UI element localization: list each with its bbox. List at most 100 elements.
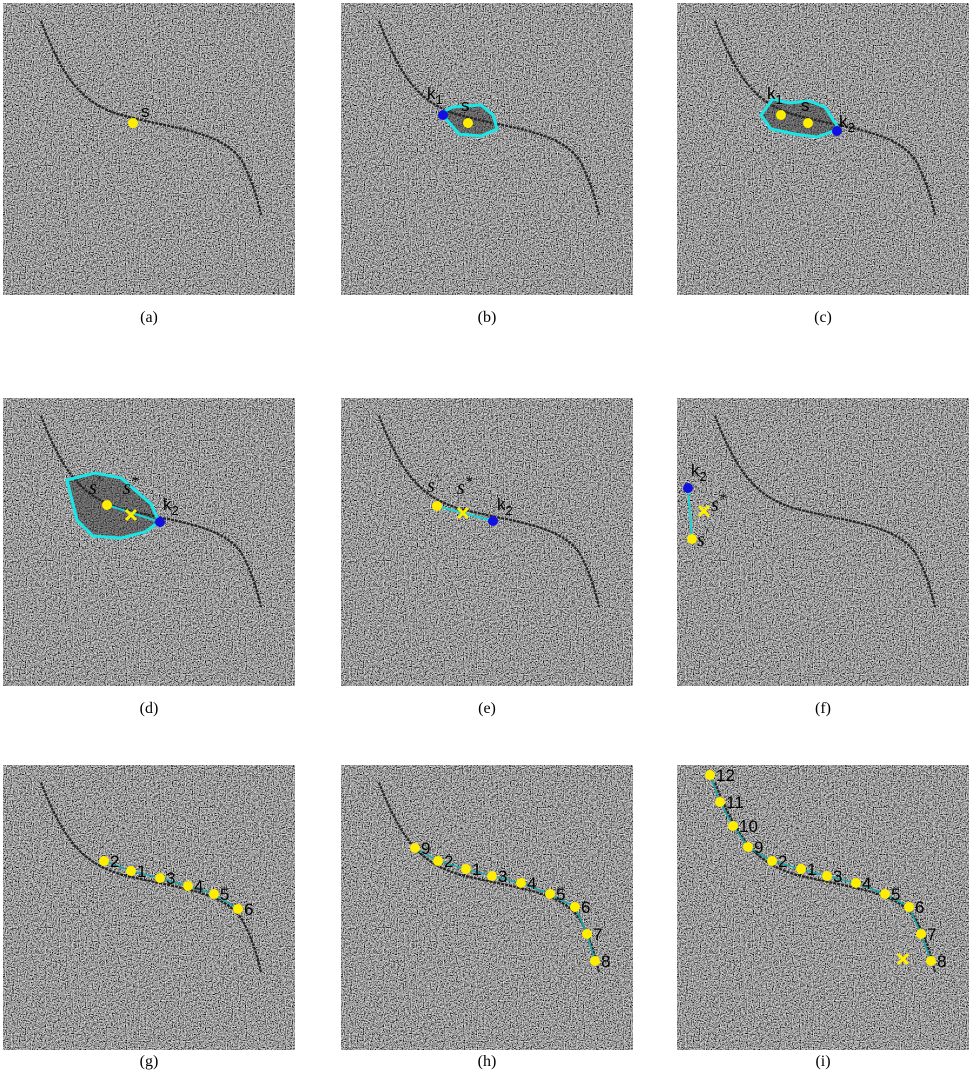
- label-text: 3: [166, 869, 175, 888]
- point-label: 3: [498, 867, 507, 886]
- noise-image: [3, 3, 295, 295]
- label-text: 9: [754, 838, 763, 857]
- panel: s's*k2: [341, 398, 633, 686]
- point-label: 2: [444, 852, 453, 871]
- label-text: s: [711, 494, 719, 516]
- label-sub: 2: [848, 120, 855, 135]
- point: [516, 878, 526, 888]
- noise-image: [341, 3, 633, 295]
- point: [487, 871, 497, 881]
- point: [155, 517, 165, 527]
- label-text: 1: [807, 860, 816, 879]
- point-label: 6: [581, 898, 590, 917]
- label-text: s: [427, 475, 435, 497]
- point: [432, 501, 442, 511]
- point-label: 9: [421, 839, 430, 858]
- point-label: 3: [166, 869, 175, 888]
- caption: (i): [815, 1053, 830, 1070]
- point-label: s: [461, 96, 470, 115]
- label-text: 6: [244, 900, 253, 919]
- point: [410, 843, 420, 853]
- label-text: 10: [739, 817, 758, 836]
- caption: (c): [814, 309, 832, 326]
- point: [99, 856, 109, 866]
- label-text: 6: [581, 898, 590, 917]
- point: [463, 118, 473, 128]
- panel: k2s*s': [677, 398, 969, 686]
- caption: (f): [815, 700, 831, 717]
- label-text: 2: [110, 852, 119, 871]
- point: [570, 902, 580, 912]
- point-label: 1: [472, 860, 481, 879]
- point-label: 7: [927, 925, 936, 944]
- point: [545, 889, 555, 899]
- label-text: s: [141, 102, 150, 121]
- label-text: s: [89, 477, 97, 499]
- point: [183, 881, 193, 891]
- point: [582, 929, 592, 939]
- caption: (e): [478, 700, 496, 717]
- label-sub: 1: [436, 92, 443, 107]
- point: [916, 929, 926, 939]
- point: [590, 956, 600, 966]
- point: [796, 864, 806, 874]
- label-text: 8: [601, 952, 610, 971]
- label-text: 5: [556, 885, 565, 904]
- point: [438, 110, 448, 120]
- label-text: 5: [891, 885, 900, 904]
- point: [767, 856, 777, 866]
- point-label: s: [801, 96, 810, 115]
- point-label: 6: [915, 898, 924, 917]
- label-text: 1: [472, 860, 481, 879]
- point: [776, 110, 786, 120]
- label-text: 2: [444, 852, 453, 871]
- point-label: s: [141, 102, 150, 121]
- point: [488, 516, 498, 526]
- point-label: 8: [601, 952, 610, 971]
- point-label: 11: [726, 793, 744, 812]
- label-text: 9: [421, 839, 430, 858]
- label-sup: *: [719, 491, 727, 507]
- point-label: 12: [716, 766, 735, 785]
- point: [803, 118, 813, 128]
- point-label: 4: [527, 874, 536, 893]
- panel: s's*k2: [3, 398, 295, 686]
- point: [209, 889, 219, 899]
- label-text: s: [697, 529, 705, 551]
- point-label: 9: [754, 838, 763, 857]
- label-sub: 2: [172, 503, 179, 518]
- caption: (a): [140, 309, 158, 326]
- caption: (h): [478, 1053, 497, 1070]
- point-label: 1: [137, 862, 146, 881]
- point-label: 2: [110, 852, 119, 871]
- label-text: s: [801, 96, 810, 115]
- label-text: 8: [937, 952, 946, 971]
- point: [128, 118, 138, 128]
- label-text: 5: [220, 885, 229, 904]
- point-label: 7: [593, 925, 602, 944]
- point: [155, 873, 165, 883]
- noise-image: [677, 3, 969, 295]
- noise-image: [3, 398, 295, 686]
- point: [102, 500, 112, 510]
- point: [880, 889, 890, 899]
- label-text: 2: [778, 852, 787, 871]
- point: [433, 856, 443, 866]
- label-text: 11: [726, 793, 744, 812]
- noise-image: [677, 398, 969, 686]
- point-label: 8: [937, 952, 946, 971]
- label-text: 4: [527, 874, 536, 893]
- label-text: 7: [927, 925, 936, 944]
- label-text: 3: [498, 867, 507, 886]
- point: [683, 483, 693, 493]
- label-text: s: [457, 477, 465, 499]
- label-text: 4: [194, 877, 203, 896]
- point-label: 1: [807, 860, 816, 879]
- point: [743, 842, 753, 852]
- label-text: 3: [833, 867, 842, 886]
- point-label: 6: [244, 900, 253, 919]
- point: [728, 821, 738, 831]
- point: [233, 904, 243, 914]
